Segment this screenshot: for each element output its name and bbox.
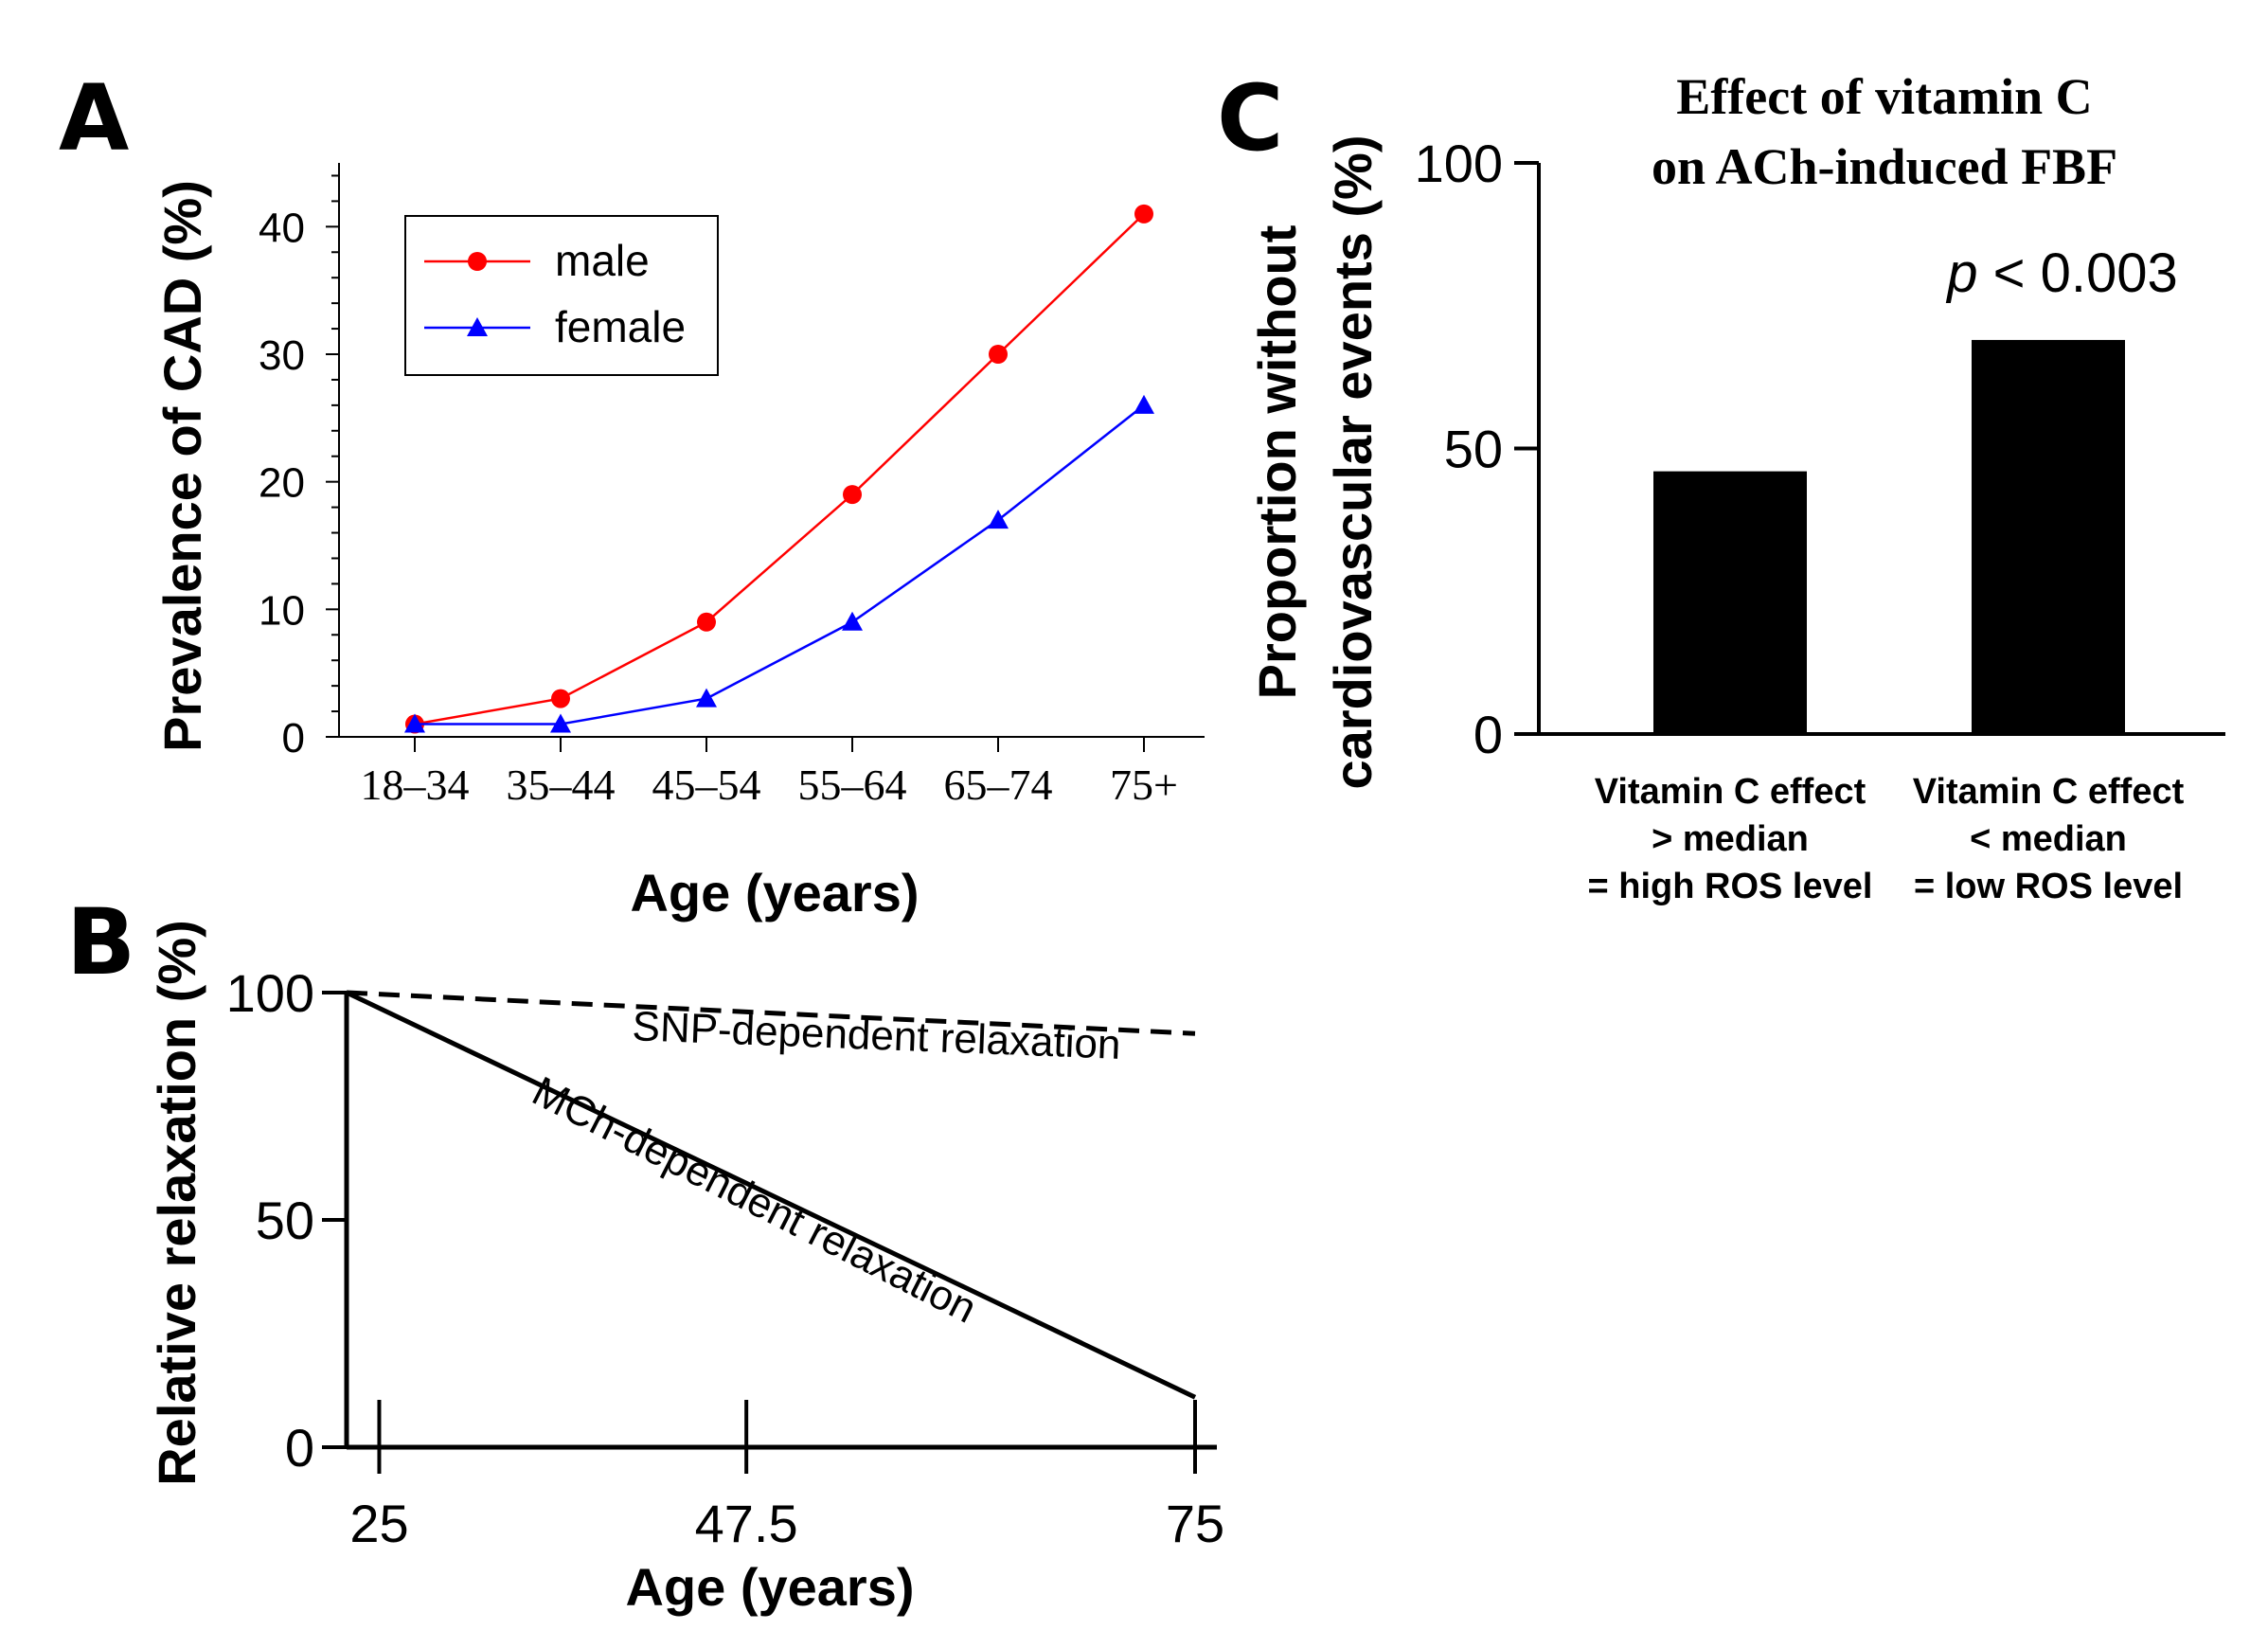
chart-a-x-tick-label-75: 75+ bbox=[1110, 761, 1178, 809]
snp-line-label: SNP-dependent relaxation bbox=[632, 1003, 1122, 1068]
chart-b-y-tick-label-50: 50 bbox=[256, 1191, 314, 1250]
chart-a-x-axis-title: Age (years) bbox=[630, 863, 919, 923]
chart-a-x-tick-label-35-44: 35–44 bbox=[507, 761, 616, 809]
chart-b-y-tick-label-0: 0 bbox=[285, 1418, 314, 1478]
mch-line-label: MCh-dependent relaxation bbox=[525, 1068, 983, 1333]
series-line-mch-dependent-relaxation bbox=[345, 990, 1197, 1400]
chart-c-y-tick-label-0: 0 bbox=[1473, 705, 1503, 764]
point-male-75 bbox=[1134, 204, 1153, 224]
chart-a-y-tick-label-40: 40 bbox=[259, 205, 305, 251]
legend-male-label: male bbox=[555, 236, 650, 285]
chart-c-category-label-1-line-1: Vitamin C effect bbox=[1595, 772, 1866, 812]
chart-c-y-tick-label-100: 100 bbox=[1415, 134, 1503, 193]
point-female-55-64 bbox=[842, 611, 863, 631]
chart-a-y-tick-label-0: 0 bbox=[282, 715, 305, 761]
chart-c: Effect of vitamin C on ACh-induced FBF 0… bbox=[1247, 68, 2225, 906]
chart-a-legend: male female bbox=[404, 215, 719, 376]
p-symbol: p bbox=[1945, 242, 1977, 304]
chart-a-y-ticks: 0 10 20 30 40 bbox=[259, 174, 339, 761]
chart-b-x-tick-label-75: 75 bbox=[1166, 1494, 1224, 1553]
point-male-45-54 bbox=[697, 612, 716, 632]
chart-a-x-tick-label-18-34: 18–34 bbox=[361, 761, 470, 809]
chart-c-x-labels: Vitamin C effect > median = high ROS level… bbox=[1588, 772, 2185, 906]
chart-c-category-label-2-line-2: < median bbox=[1970, 819, 2127, 859]
chart-c-y-tick-label-50: 50 bbox=[1444, 420, 1503, 479]
chart-b-x-tick-label-47-5: 47.5 bbox=[695, 1494, 798, 1553]
chart-a-y-tick-label-10: 10 bbox=[259, 587, 305, 634]
chart-b-x-ticks: 25 47.5 75 bbox=[349, 1400, 1224, 1553]
chart-b-series bbox=[345, 990, 1197, 1400]
chart-a: 0 10 20 30 40 18–34 35–44 45–54 55–64 65–74 75+ P… bbox=[152, 163, 1205, 923]
p-value-annotation: p < 0.003 bbox=[1945, 242, 2178, 304]
p-value-text: < 0.003 bbox=[1978, 242, 2178, 304]
chart-c-y-ticks: 0 50 100 bbox=[1415, 134, 1539, 764]
chart-b-y-axis-title: Relative relaxation (%) bbox=[147, 920, 206, 1486]
chart-c-bars bbox=[1653, 339, 2125, 734]
chart-c-category-label-2-line-3: = low ROS level bbox=[1914, 867, 2183, 906]
point-female-35-44 bbox=[550, 713, 571, 733]
chart-a-y-tick-label-20: 20 bbox=[259, 460, 305, 507]
legend-female-marker bbox=[467, 317, 488, 336]
point-male-35-44 bbox=[551, 689, 570, 708]
chart-c-y-axis-title-line-1: Proportion without bbox=[1247, 225, 1307, 700]
chart-a-x-ticks: 18–34 35–44 45–54 55–64 65–74 75+ bbox=[361, 737, 1178, 809]
legend-box bbox=[404, 215, 719, 376]
panel-letter-b: B bbox=[66, 889, 135, 995]
chart-b-y-tick-label-100: 100 bbox=[226, 963, 314, 1023]
point-male-65-74 bbox=[989, 345, 1008, 364]
chart-a-x-tick-label-55-64: 55–64 bbox=[798, 761, 907, 809]
chart-c-category-label-1-line-3: = high ROS level bbox=[1588, 867, 1873, 906]
chart-a-x-tick-label-45-54: 45–54 bbox=[652, 761, 761, 809]
point-female-18-34 bbox=[404, 713, 425, 733]
chart-a-series bbox=[404, 204, 1154, 734]
series-line-snp-dependent-relaxation bbox=[346, 990, 1196, 1036]
panel-letter-a: A bbox=[59, 65, 129, 171]
point-female-75 bbox=[1134, 394, 1154, 414]
chart-b-y-ticks: 0 50 100 bbox=[226, 963, 347, 1478]
series-line-male bbox=[414, 212, 1145, 725]
legend-female-label: female bbox=[555, 302, 686, 351]
chart-c-y-axis-title-line-2: cardiovascular events (%) bbox=[1323, 135, 1383, 790]
panel-letter-c: C bbox=[1217, 65, 1283, 171]
point-female-45-54 bbox=[696, 688, 717, 708]
series-line-female bbox=[415, 403, 1145, 725]
legend-male-marker bbox=[468, 252, 487, 271]
chart-c-y-axis-title: Proportion without cardiovascular events… bbox=[1247, 135, 1383, 790]
point-female-65-74 bbox=[988, 510, 1009, 529]
bar-low-ros bbox=[1972, 339, 2125, 734]
chart-a-y-tick-label-30: 30 bbox=[259, 332, 305, 379]
chart-a-x-tick-label-65-74: 65–74 bbox=[944, 761, 1053, 809]
chart-c-title-line-1: Effect of vitamin C bbox=[1676, 68, 2092, 125]
chart-c-category-label-2-line-1: Vitamin C effect bbox=[1913, 772, 2185, 812]
point-male-55-64 bbox=[843, 485, 862, 505]
chart-c-category-label-1-line-2: > median bbox=[1652, 819, 1809, 859]
chart-a-axes bbox=[338, 163, 1205, 738]
chart-c-title-line-2: on ACh-induced FBF bbox=[1652, 138, 2117, 195]
chart-a-y-axis-title: Prevalence of CAD (%) bbox=[152, 180, 212, 752]
chart-b-x-tick-label-25: 25 bbox=[349, 1494, 408, 1553]
bar-high-ros bbox=[1653, 471, 1807, 734]
chart-b-x-axis-title: Age (years) bbox=[625, 1557, 914, 1617]
